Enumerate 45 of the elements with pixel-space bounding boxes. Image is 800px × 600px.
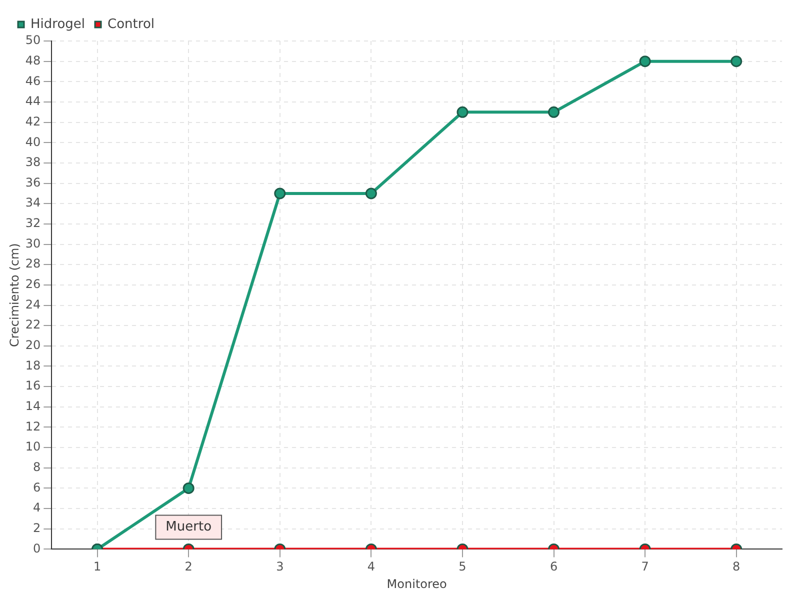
- point: [274, 188, 286, 200]
- y-tick-label: 30: [25, 236, 41, 250]
- y-tick-label: 42: [25, 114, 41, 128]
- point: [365, 188, 377, 200]
- x-tick-label: 2: [184, 560, 192, 574]
- y-tick-label: 38: [25, 155, 41, 170]
- x-tick-label: 6: [550, 560, 558, 574]
- y-tick-label: 14: [25, 399, 41, 414]
- y-axis-title: Crecimiento (cm): [7, 243, 22, 348]
- x-tick-label: 1: [93, 560, 102, 574]
- x-tick-label: 5: [458, 560, 466, 574]
- point: [730, 56, 742, 68]
- legend-label: Control: [108, 16, 155, 32]
- y-tick-label: 34: [25, 196, 41, 210]
- x-tick-label: 3: [276, 560, 284, 574]
- legend-label: Hidrogel: [30, 16, 86, 32]
- point: [456, 106, 468, 118]
- y-tick-label: 12: [25, 419, 41, 434]
- y-tick-label: 40: [25, 134, 41, 149]
- y-tick-label: 0: [33, 541, 41, 556]
- y-tick-label: 28: [25, 256, 41, 271]
- x-tick-label: 8: [732, 560, 740, 574]
- x-tick-label: 7: [641, 560, 649, 574]
- y-tick-label: 18: [25, 358, 41, 372]
- x-tick-label: 4: [367, 560, 376, 574]
- y-tick-label: 44: [25, 94, 41, 108]
- point: [639, 56, 651, 68]
- y-tick-label: 20: [25, 338, 41, 352]
- y-tick-label: 46: [25, 74, 41, 88]
- y-tick-label: 24: [25, 297, 41, 312]
- y-tick-label: 10: [25, 440, 41, 454]
- y-tick-label: 8: [33, 460, 41, 474]
- y-tick-label: 2: [33, 520, 41, 535]
- y-tick-label: 48: [25, 53, 41, 68]
- y-tick-label: 22: [25, 318, 41, 332]
- y-tick-label: 36: [25, 175, 41, 190]
- x-axis-title: Monitoreo: [386, 576, 447, 591]
- y-tick-label: 32: [25, 216, 41, 230]
- y-tick-label: 16: [25, 378, 41, 393]
- y-tick-label: 26: [25, 277, 41, 292]
- annotation: Muerto: [166, 520, 212, 535]
- y-tick-label: 6: [33, 480, 41, 494]
- y-tick-label: 50: [25, 33, 41, 48]
- y-tick-label: 4: [33, 500, 41, 515]
- point: [548, 106, 560, 118]
